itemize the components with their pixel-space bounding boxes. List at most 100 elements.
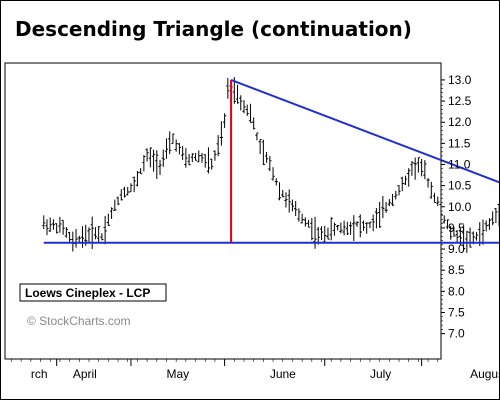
price-bar [171,133,175,144]
price-bar [358,214,362,238]
price-bar [403,175,408,186]
price-bar [142,155,146,172]
price-bar [77,235,81,243]
price-bar [432,192,437,203]
price-bar [452,226,456,237]
price-bar [135,170,140,187]
x-tick-label: rch [31,367,48,381]
price-bar [316,226,320,245]
price-bar [122,186,127,198]
price-bar [55,223,59,234]
price-bar [197,150,201,163]
price-bar [339,222,343,234]
price-bar [361,220,366,231]
x-tick-label: June [270,367,296,381]
price-bar [261,139,265,165]
price-bar [255,132,259,141]
price-bar [274,178,278,186]
price-bar [51,219,56,230]
price-bar [368,221,372,229]
price-bar [64,227,68,238]
price-bar [294,200,298,217]
x-tick-label: April [73,367,97,381]
y-tick-label: 7.0 [448,327,465,341]
price-bar [481,219,485,245]
price-bar [151,149,156,172]
x-tick-label: May [166,367,189,381]
price-bar [484,220,488,232]
price-bar [468,227,472,248]
price-bar [100,233,104,241]
price-bar [184,148,188,168]
price-bar [168,131,172,155]
chart-title: Descending Triangle (continuation) [15,17,412,41]
y-tick-label: 8.0 [448,284,465,298]
price-bar [491,211,495,226]
price-bar [210,158,214,170]
trend-lines [43,78,499,244]
y-axis: 13.0 12.5 12.0 11.5 11.0 10.5 10.0 9.5 9.0 8.5 8.0… [441,73,472,341]
watermark: © StockCharts.com [27,314,131,328]
price-bar [190,153,194,163]
price-bar [181,145,185,161]
price-bar [423,160,427,180]
price-bar [384,201,388,213]
y-tick-label: 8.5 [448,263,465,277]
price-bar [319,226,324,240]
price-bar [87,227,91,243]
price-bar [281,189,285,198]
price-bar [416,157,420,173]
price-bar [365,222,369,234]
price-bar [213,150,217,161]
price-bar [387,199,391,207]
price-bar [436,196,440,207]
x-tick-label: July [370,367,391,381]
price-bar [174,139,178,152]
price-bar [145,148,149,162]
price-bar [287,189,291,213]
price-bar [400,176,404,192]
y-tick-label: 10.0 [448,200,472,214]
price-bar [258,139,262,155]
price-bar [352,215,356,242]
price-bar [42,215,46,229]
price-bar [187,153,191,166]
price-bar [235,84,240,104]
price-bar [148,147,152,168]
price-bar [80,226,85,248]
price-bar [497,203,499,227]
y-tick-label: 11.0 [448,157,471,171]
price-bar [300,213,304,224]
y-tick-label: 13.0 [448,73,472,87]
price-bar [226,77,230,99]
price-bar [129,183,133,193]
price-bar [336,224,340,231]
price-bar [155,150,159,179]
price-bar [290,199,295,212]
price-bar [252,117,256,130]
price-bar [271,167,275,181]
y-tick-label: 12.5 [448,94,472,108]
price-bar [494,207,498,223]
price-bar [310,218,314,241]
price-bar [277,182,282,201]
price-bar [426,178,430,188]
price-bar [407,168,411,187]
price-bar [429,181,433,199]
price-bar [442,215,446,224]
price-bar [371,214,375,232]
price-bar [268,155,272,172]
y-tick-label: 7.5 [448,305,465,319]
resistance-line [230,78,499,184]
price-bar [116,196,120,206]
x-axis: rchAprilMayJuneJulyAugustSepte [11,359,499,381]
price-bar [242,100,246,114]
price-bar [306,219,311,228]
price-bar [132,176,136,193]
price-bar [45,219,49,236]
price-bar [239,95,243,111]
price-bar [158,159,162,175]
price-bar [61,219,65,235]
legend-box [19,283,167,302]
